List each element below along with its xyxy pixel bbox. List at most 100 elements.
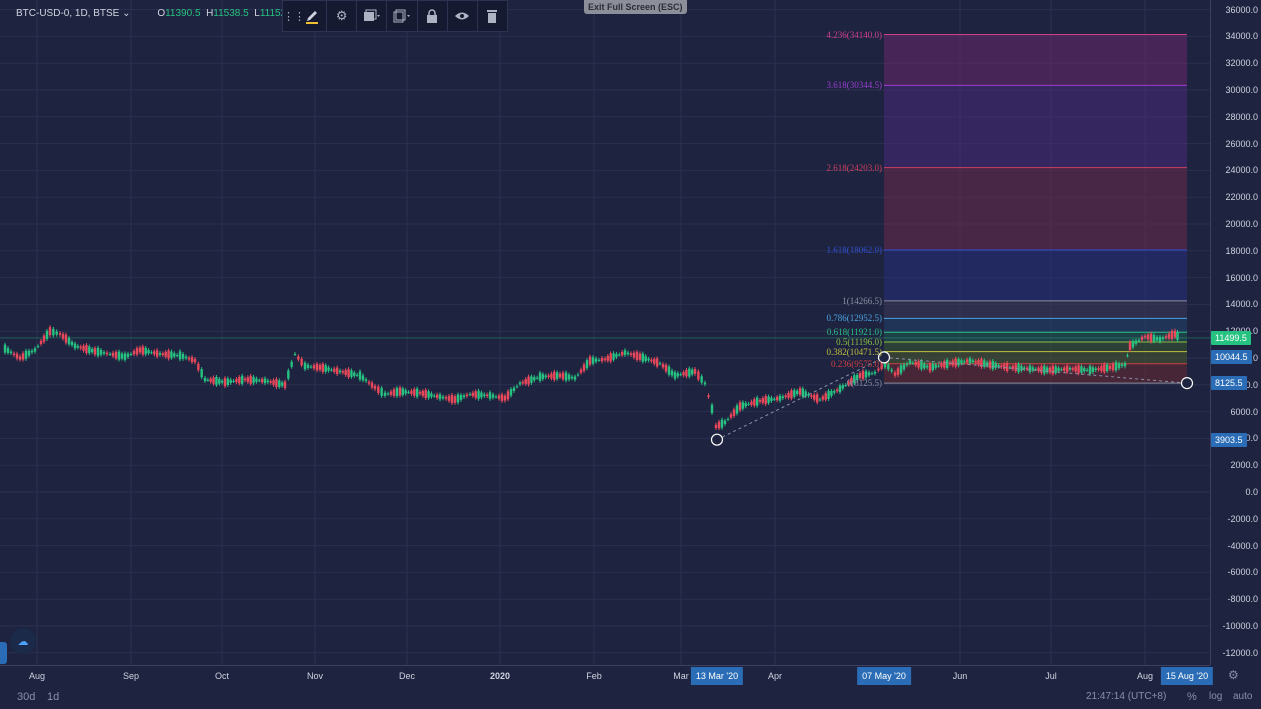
- candle-body: [732, 409, 736, 416]
- chart-canvas[interactable]: [0, 0, 1210, 665]
- candle-body: [541, 374, 545, 379]
- candle-body: [853, 375, 856, 384]
- candle-body: [318, 364, 322, 370]
- candle-body: [249, 375, 252, 384]
- auto-toggle[interactable]: auto: [1233, 691, 1253, 702]
- candle-body: [573, 376, 577, 380]
- candle-body: [232, 380, 235, 382]
- cloud-icon[interactable]: ☁: [10, 628, 36, 654]
- percent-toggle[interactable]: %: [1187, 691, 1197, 703]
- pencil-icon[interactable]: [297, 1, 328, 31]
- candle-body: [117, 351, 121, 360]
- open-value: 11390.5: [165, 8, 201, 19]
- candle-body: [178, 351, 182, 360]
- candle-body: [793, 390, 796, 397]
- candle-body: [223, 378, 227, 387]
- exit-fullscreen-button[interactable]: Exit Full Screen (ESC): [584, 0, 687, 14]
- eye-icon[interactable]: [448, 1, 478, 31]
- price-tick-label: 24000.0: [1225, 165, 1258, 176]
- candle-body: [187, 357, 191, 360]
- drawing-toolbar: ⋮⋮ ⚙: [282, 0, 508, 32]
- candle-body: [114, 351, 118, 359]
- candle-body: [82, 345, 85, 351]
- candle-body: [893, 372, 897, 376]
- candle-body: [1108, 365, 1112, 369]
- candle-body: [1103, 364, 1106, 373]
- candle-body: [474, 391, 477, 398]
- time-tick-label: Aug: [28, 671, 46, 681]
- bottom-bar: 30d 1d 21:47:14 (UTC+8) % log auto: [0, 686, 1261, 709]
- candle-body: [685, 369, 688, 377]
- candle-body: [870, 373, 874, 375]
- candle-body: [252, 376, 255, 384]
- fib-band: [884, 363, 1187, 384]
- candle-body: [24, 350, 28, 359]
- fib-band: [884, 318, 1187, 333]
- candle-body: [197, 363, 200, 371]
- copy-icon[interactable]: [387, 1, 418, 31]
- candle-body: [710, 404, 714, 413]
- chart-pane[interactable]: [0, 0, 1210, 665]
- candle-body: [664, 364, 668, 372]
- candle-body: [1023, 367, 1026, 370]
- time-tick-label: Oct: [214, 671, 230, 681]
- range-30d-button[interactable]: 30d: [17, 691, 36, 703]
- candle-body: [269, 381, 272, 383]
- fib-trend-line: [716, 356, 885, 441]
- grip-icon[interactable]: ⋮⋮: [283, 10, 305, 23]
- candle-body: [12, 353, 16, 356]
- side-panel-toggle[interactable]: [0, 642, 7, 664]
- trash-icon[interactable]: [478, 1, 507, 31]
- candle-body: [33, 348, 37, 352]
- candle-body: [497, 395, 501, 399]
- layers-icon[interactable]: [357, 1, 388, 31]
- candle-body: [988, 361, 992, 368]
- candle-body: [618, 354, 621, 356]
- candle-body: [813, 394, 816, 400]
- candle-body: [138, 347, 142, 353]
- candle-body: [861, 370, 865, 379]
- candle-body: [21, 353, 25, 360]
- range-1d-button[interactable]: 1d: [47, 691, 60, 703]
- ohlc-readout: O11390.5 H11538.5 L11152.(: [157, 8, 292, 19]
- candle-body: [485, 394, 489, 397]
- candle-body: [753, 399, 756, 406]
- candle-body: [327, 367, 330, 371]
- candle-body: [653, 359, 656, 364]
- symbol-name[interactable]: BTC-USD-0, 1D, BTSE: [16, 8, 120, 19]
- fib-anchor-handle[interactable]: [1180, 377, 1194, 390]
- candle-body: [833, 391, 836, 393]
- candle-body: [1074, 366, 1077, 372]
- candle-body: [553, 371, 556, 380]
- time-tick-label: Aug: [1136, 671, 1154, 681]
- candle-body: [258, 380, 261, 382]
- candle-body: [1051, 365, 1055, 374]
- candle-body: [150, 352, 153, 354]
- log-toggle[interactable]: log: [1209, 691, 1223, 702]
- time-axis[interactable]: Aug Sep Oct Nov Dec 2020 Feb Mar Apr Jun Jul Aug 13…: [0, 665, 1214, 686]
- candle-body: [1105, 364, 1109, 371]
- candle-body: [576, 374, 580, 376]
- candle-body: [27, 350, 31, 356]
- lock-icon[interactable]: [418, 1, 448, 31]
- candle-body: [1170, 330, 1174, 339]
- price-tick-label: 2000.0: [1230, 460, 1258, 471]
- candle-body: [471, 392, 475, 396]
- gear-icon[interactable]: ⚙: [327, 1, 358, 31]
- candle-body: [1005, 362, 1009, 372]
- candle-body: [1094, 368, 1097, 371]
- candle-body: [597, 359, 601, 361]
- price-tick-label: 34000.0: [1225, 31, 1258, 42]
- price-tick-label: 18000.0: [1225, 245, 1258, 256]
- chevron-down-icon[interactable]: ⌄: [122, 8, 131, 19]
- fib-anchor-handle[interactable]: [710, 433, 724, 446]
- price-tick-label: 28000.0: [1225, 111, 1258, 122]
- price-tick-label: -12000.0: [1222, 647, 1258, 658]
- settings-gear-icon[interactable]: ⚙: [1228, 668, 1239, 682]
- candle-body: [847, 381, 850, 385]
- candle-body: [641, 353, 645, 362]
- fib-anchor-handle[interactable]: [877, 351, 891, 364]
- candle-body: [377, 386, 380, 393]
- candle-body: [90, 348, 94, 353]
- price-badge: 11499.5: [1211, 330, 1251, 345]
